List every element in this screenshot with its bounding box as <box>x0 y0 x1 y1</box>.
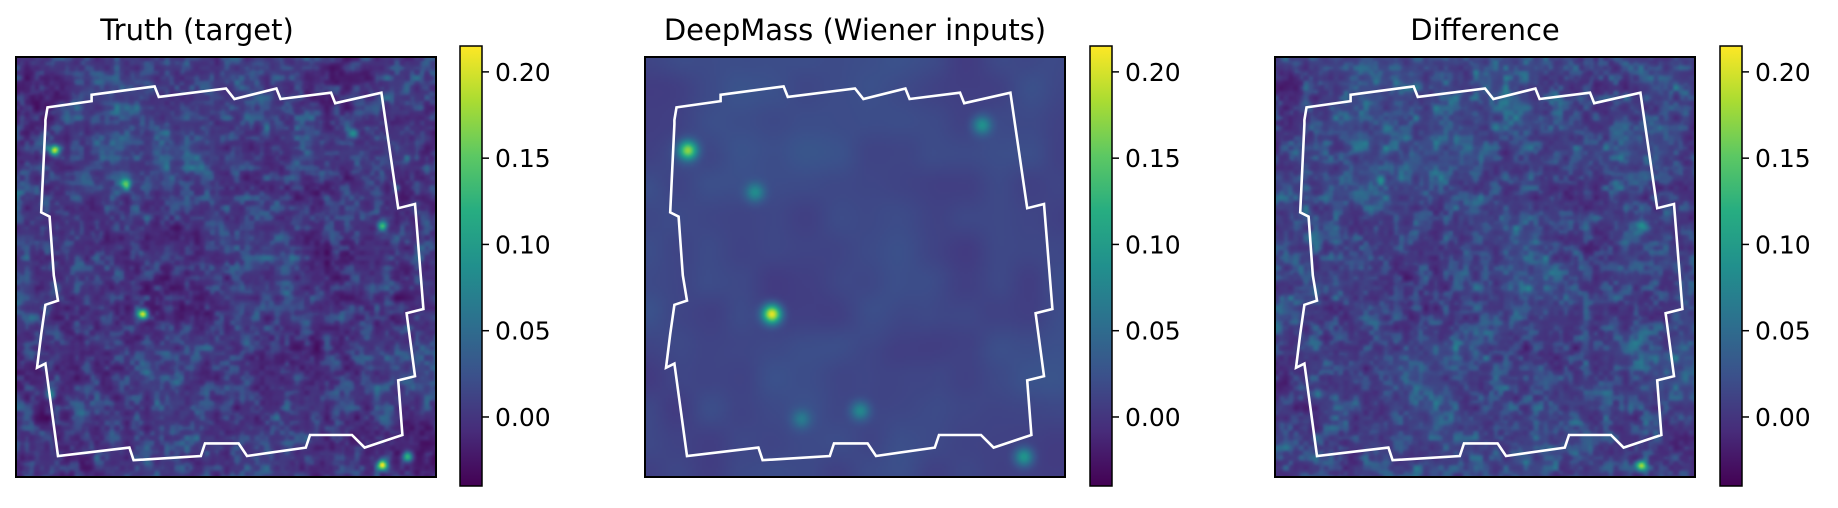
axes-frame <box>1274 56 1696 478</box>
colorbar-tick-label: 0.10 <box>495 230 551 259</box>
colorbar-gradient <box>1719 45 1743 487</box>
panel-title: DeepMass (Wiener inputs) <box>664 13 1046 47</box>
panel-deepmass: DeepMass (Wiener inputs) 0.00 0.05 0.10 0.1… <box>644 13 1181 487</box>
colorbar-tick-label: 0.00 <box>1755 403 1811 432</box>
colorbar-tick-label: 0.05 <box>1125 317 1181 346</box>
panel-title: Difference <box>1410 13 1560 47</box>
colorbar-tick-label: 0.00 <box>495 403 551 432</box>
colorbar: 0.00 0.05 0.10 0.15 0.20 <box>1719 45 1811 487</box>
axes-frame <box>644 56 1066 478</box>
axes-frame <box>15 56 437 478</box>
colorbar-tick-label: 0.20 <box>1755 58 1811 87</box>
heatmap-image <box>1275 57 1695 477</box>
colorbar-tick-label: 0.20 <box>1125 58 1181 87</box>
survey-outline <box>1294 84 1684 462</box>
colorbar-tick-label: 0.15 <box>1755 144 1811 173</box>
panel-title: Truth (target) <box>99 13 294 47</box>
survey-outline <box>664 84 1054 462</box>
heatmap-image <box>16 57 436 477</box>
colorbar-tick-label: 0.15 <box>1125 144 1181 173</box>
colorbar-tick-label: 0.10 <box>1125 230 1181 259</box>
colorbar-gradient <box>459 45 483 487</box>
colorbar-tick-label: 0.00 <box>1125 403 1181 432</box>
colorbar-gradient <box>1089 45 1113 487</box>
colorbar-tick-label: 0.10 <box>1755 230 1811 259</box>
heatmap-image <box>645 57 1065 477</box>
colorbar: 0.00 0.05 0.10 0.15 0.20 <box>459 45 551 487</box>
survey-outline <box>35 84 425 462</box>
colorbar: 0.00 0.05 0.10 0.15 0.20 <box>1089 45 1181 487</box>
panel-truth: Truth (target) 0.00 0.05 0.10 0.15 0.20 <box>15 13 551 487</box>
colorbar-tick-label: 0.05 <box>495 317 551 346</box>
colorbar-tick-label: 0.05 <box>1755 317 1811 346</box>
colorbar-tick-label: 0.20 <box>495 58 551 87</box>
panel-difference: Difference 0.00 0.05 0.10 0.15 0.20 <box>1274 13 1811 487</box>
colorbar-tick-label: 0.15 <box>495 144 551 173</box>
